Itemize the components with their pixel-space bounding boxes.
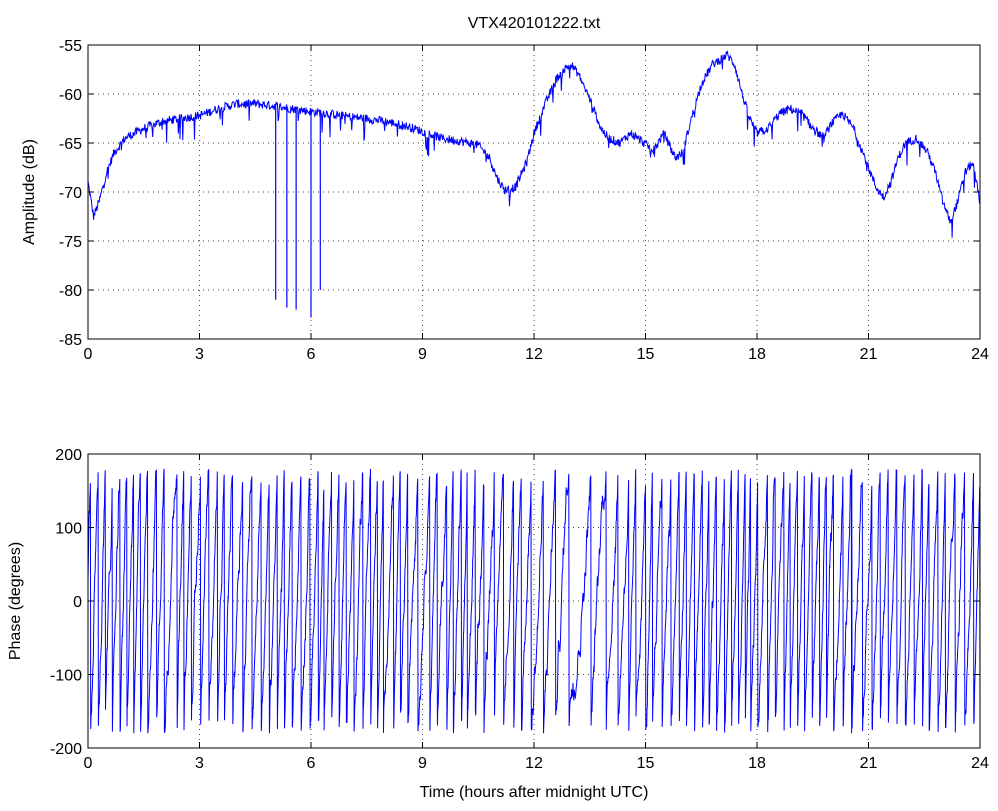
- phase-ytick-label: 0: [73, 594, 82, 611]
- amplitude-ticks: 0 3 6 9 12 15 18 21 24 -85 -80 -75 -70 -65 -60 -55: [59, 38, 989, 363]
- amplitude-panel: VTX420101222.txt 0 3 6 9 12 15 18 21 24 -85 -80 -75…: [21, 15, 989, 363]
- amplitude-xtick-label: 15: [637, 346, 655, 363]
- phase-xtick-label: 3: [195, 755, 204, 772]
- amplitude-xtick-label: 21: [860, 346, 878, 363]
- amplitude-ylabel: Amplitude (dB): [21, 139, 38, 245]
- phase-xtick-label: 24: [971, 755, 989, 772]
- amplitude-ytick-label: -60: [59, 87, 82, 104]
- amplitude-ytick-label: -70: [59, 185, 82, 202]
- phase-series: [87, 468, 981, 734]
- amplitude-ytick-label: -80: [59, 283, 82, 300]
- phase-xtick-label: 6: [307, 755, 316, 772]
- amplitude-line: [87, 50, 981, 238]
- phase-panel: 0 3 6 9 12 15 18 21 24 -200 -100 0 100 200 Phase (deg…: [7, 447, 989, 801]
- phase-xtick-label: 15: [637, 755, 655, 772]
- phase-xtick-label: 12: [525, 755, 543, 772]
- phase-ticks: 0 3 6 9 12 15 18 21 24 -200 -100 0 100 200: [50, 447, 989, 772]
- amplitude-xtick-label: 24: [971, 346, 989, 363]
- amplitude-xtick-label: 18: [748, 346, 766, 363]
- phase-ytick-label: -200: [50, 741, 82, 758]
- amplitude-xtick-label: 3: [195, 346, 204, 363]
- amplitude-ytick-label: -85: [59, 332, 82, 349]
- amplitude-xtick-label: 6: [307, 346, 316, 363]
- phase-xtick-label: 9: [418, 755, 427, 772]
- phase-ylabel: Phase (degrees): [7, 542, 24, 660]
- phase-ytick-label: 100: [55, 521, 82, 538]
- amplitude-ytick-label: -55: [59, 38, 82, 55]
- amplitude-ytick-label: -65: [59, 136, 82, 153]
- amplitude-ytick-label: -75: [59, 234, 82, 251]
- amplitude-xtick-label: 12: [525, 346, 543, 363]
- phase-ytick-label: -100: [50, 668, 82, 685]
- phase-xlabel: Time (hours after midnight UTC): [420, 784, 649, 801]
- phase-xtick-label: 18: [748, 755, 766, 772]
- phase-ytick-label: 200: [55, 447, 82, 464]
- chart-title: VTX420101222.txt: [468, 15, 601, 32]
- amplitude-xtick-label: 9: [418, 346, 427, 363]
- phase-line: [87, 468, 981, 734]
- phase-xtick-label: 21: [860, 755, 878, 772]
- phase-xtick-label: 0: [84, 755, 93, 772]
- amplitude-series: [87, 50, 981, 318]
- amplitude-xtick-label: 0: [84, 346, 93, 363]
